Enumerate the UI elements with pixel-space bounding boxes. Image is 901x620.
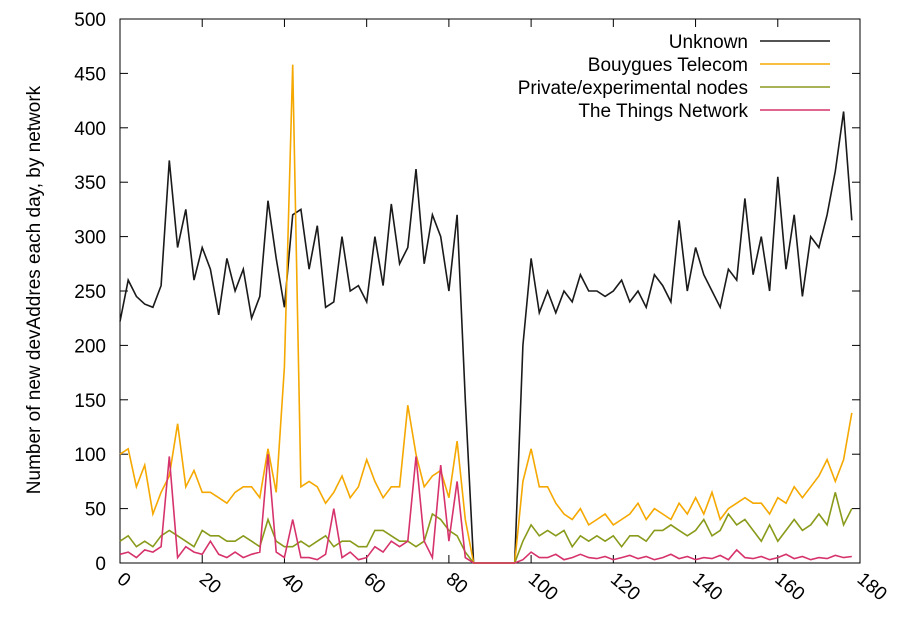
x-tick-label: 40 (277, 569, 307, 599)
y-tick-label: 250 (74, 282, 106, 303)
series-line (119, 64, 853, 564)
y-tick-label: 350 (74, 173, 106, 194)
plot-frame (119, 18, 861, 564)
y-tick-label: 500 (74, 10, 106, 31)
x-tick-label: 140 (688, 569, 726, 605)
x-tick-label: 120 (606, 569, 644, 605)
y-tick-label: 300 (74, 228, 106, 249)
y-tick-label: 400 (74, 119, 106, 140)
y-tick-label: 450 (74, 64, 106, 85)
x-tick-label: 20 (195, 569, 225, 599)
x-tick-label: 100 (524, 569, 562, 605)
y-tick-label: 50 (85, 500, 106, 521)
series-line (119, 111, 853, 564)
y-tick-label: 100 (74, 445, 106, 466)
legend-label: The Things Network (578, 101, 748, 122)
y-tick-label: 200 (74, 336, 106, 357)
x-tick-label: 80 (442, 569, 472, 599)
legend-label: Unknown (669, 32, 748, 53)
x-tick-label: 160 (771, 569, 809, 605)
series-line (119, 492, 853, 564)
y-axis-label: Number of new devAddres each day, by net… (24, 85, 45, 494)
y-tick-label: 0 (95, 554, 106, 575)
series-line (119, 454, 852, 564)
y-tick-label: 150 (74, 391, 106, 412)
x-tick-label: 180 (853, 569, 891, 605)
x-tick-label: 0 (113, 569, 135, 592)
legend-label: Private/experimental nodes (518, 78, 748, 99)
x-tick-label: 60 (359, 569, 389, 599)
legend-label: Bouygues Telecom (588, 55, 748, 76)
